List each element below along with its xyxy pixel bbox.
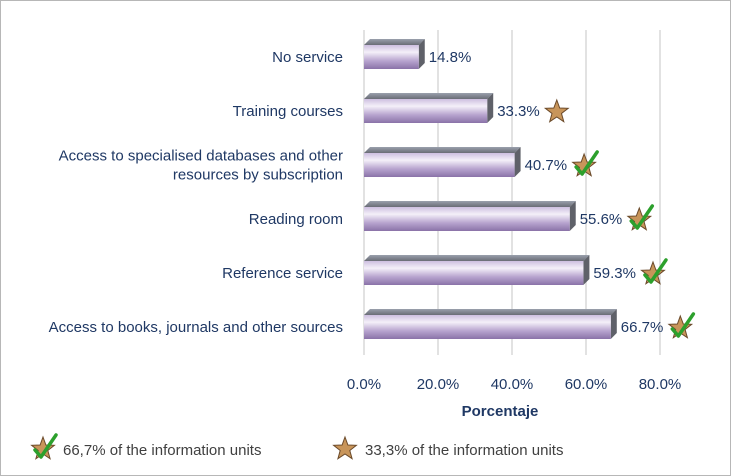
gridlines — [363, 30, 661, 355]
marker-star-1 — [543, 98, 570, 123]
checkmark-shape — [33, 433, 58, 459]
legend: 66,7% of the information units 33,3% of t… — [30, 433, 563, 460]
bar-front-face — [364, 315, 611, 339]
bar-side-face — [514, 147, 521, 177]
bar-top-face — [364, 93, 494, 99]
value-label-2: 40.7% — [525, 157, 568, 174]
bar-top-face — [364, 147, 521, 153]
value-label-4: 59.3% — [593, 265, 636, 282]
category-label-2-1: resources by subscription — [173, 167, 343, 184]
bar-top-face — [364, 309, 617, 315]
category-label-3-0: Reading room — [249, 211, 343, 228]
bar-front-face — [364, 153, 515, 177]
bar-top-face — [364, 255, 590, 261]
checkmark-shape — [574, 150, 599, 176]
bar-4 — [364, 255, 590, 285]
bar-5 — [364, 309, 617, 339]
bar-side-face — [487, 93, 494, 123]
legend-label-1: 33,3% of the information units — [365, 442, 563, 459]
bar-side-face — [569, 201, 576, 231]
bar-2 — [364, 147, 521, 177]
value-label-0: 14.8% — [429, 49, 472, 66]
value-label-5: 66.7% — [621, 319, 664, 336]
x-tick-label-4: 80.0% — [639, 376, 682, 393]
bar-front-face — [364, 45, 419, 69]
marker-star-check-2 — [571, 150, 599, 177]
bar-front-face — [364, 99, 488, 123]
category-label-5-0: Access to books, journals and other sour… — [49, 319, 343, 336]
marker-star-check-4 — [640, 258, 668, 285]
checkmark-shape — [643, 258, 668, 284]
star-shape — [332, 435, 358, 460]
category-label-1-0: Training courses — [233, 103, 343, 120]
category-label-0-0: No service — [272, 49, 343, 66]
bar-top-face — [364, 201, 576, 207]
bar-1 — [364, 93, 494, 123]
category-label-4-0: Reference service — [222, 265, 343, 282]
value-label-1: 33.3% — [497, 103, 540, 120]
category-label-2-0: Access to specialised databases and othe… — [59, 148, 343, 165]
marker-star-check-3 — [626, 204, 655, 231]
legend-label-0: 66,7% of the information units — [63, 442, 261, 459]
bar-top-face — [364, 39, 425, 45]
x-axis-label: Porcentaje — [462, 403, 539, 420]
checkmark-shape — [629, 204, 655, 230]
value-label-3: 55.6% — [580, 211, 623, 228]
bar-side-face — [418, 39, 425, 69]
bar-3 — [364, 201, 576, 231]
marker-star-check-5 — [667, 312, 696, 339]
bar-0 — [364, 39, 425, 69]
bar-front-face — [364, 207, 570, 231]
x-tick-label-3: 60.0% — [565, 376, 608, 393]
bar-side-face — [583, 255, 590, 285]
checkmark-shape — [670, 312, 696, 338]
x-tick-labels: 0.0% 20.0% 40.0% 60.0% 80.0% — [347, 376, 681, 393]
x-tick-label-0: 0.0% — [347, 376, 381, 393]
bar-front-face — [364, 261, 584, 285]
category-labels: No service Training courses Access to spec… — [49, 49, 343, 336]
legend-marker-1 — [332, 435, 358, 460]
legend-marker-0 — [30, 433, 58, 460]
markers — [543, 98, 696, 339]
star-shape — [543, 98, 570, 123]
bars — [364, 39, 617, 339]
value-labels: 14.8% 33.3% 40.7% 55.6% 59.3% 66.7% — [429, 49, 664, 336]
x-tick-label-2: 40.0% — [491, 376, 534, 393]
x-tick-label-1: 20.0% — [417, 376, 460, 393]
bar-side-face — [610, 309, 617, 339]
